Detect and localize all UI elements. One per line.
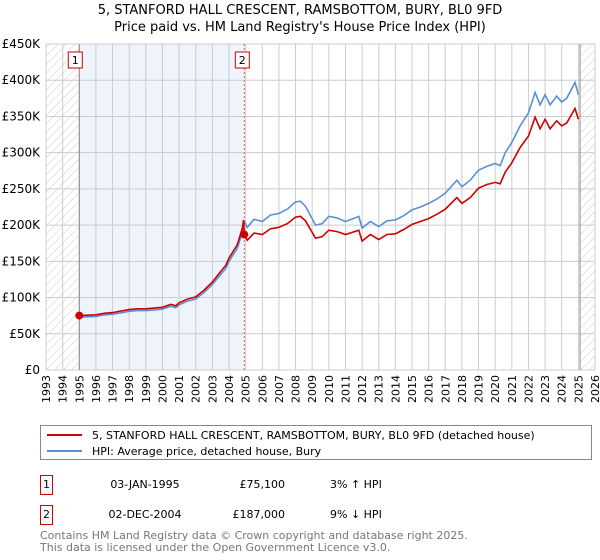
x-tick-label: 2004 bbox=[223, 375, 236, 403]
ownership-shaded-region bbox=[79, 44, 245, 370]
x-tick-label: 2023 bbox=[539, 375, 552, 403]
legend-item-property: 5, STANFORD HALL CRESCENT, RAMSBOTTOM, B… bbox=[47, 427, 535, 443]
x-tick-label: 2015 bbox=[406, 375, 419, 403]
legend-swatch-blue bbox=[47, 450, 82, 452]
x-tick-label: 1993 bbox=[40, 375, 53, 403]
x-tick-label: 1998 bbox=[123, 375, 136, 403]
y-tick-label: £0 bbox=[25, 363, 40, 377]
hpi-line bbox=[79, 80, 580, 318]
x-tick-label: 2012 bbox=[356, 375, 369, 403]
footer-licence: This data is licensed under the Open Gov… bbox=[40, 541, 391, 554]
x-tick-label: 2007 bbox=[273, 375, 286, 403]
x-tick-label: 1995 bbox=[73, 375, 86, 403]
sale-2-marker bbox=[240, 230, 249, 239]
x-tick-label: 1994 bbox=[57, 375, 70, 403]
x-tick-label: 2008 bbox=[290, 375, 303, 403]
x-tick-label: 2009 bbox=[306, 375, 319, 403]
x-tick-label: 2019 bbox=[473, 375, 486, 403]
y-tick-label: £100K bbox=[2, 291, 42, 305]
x-tick-label: 2010 bbox=[323, 375, 336, 403]
x-tick-label: 2026 bbox=[589, 375, 600, 403]
x-tick-label: 2006 bbox=[256, 375, 269, 403]
sale-hpi-diff: 9% ↓ HPI bbox=[330, 508, 382, 521]
footer: Contains HM Land Registry data © Crown c… bbox=[40, 530, 468, 554]
x-tick-label: 2000 bbox=[157, 375, 170, 403]
property-price-line bbox=[79, 106, 580, 317]
sale-2-label-box bbox=[234, 51, 250, 69]
sale-1-label: 1 bbox=[72, 54, 79, 67]
y-tick-label: £450K bbox=[2, 37, 42, 51]
x-tick-label: 2022 bbox=[523, 375, 536, 403]
y-tick-label: £300K bbox=[2, 146, 42, 160]
x-tick-label: 2013 bbox=[373, 375, 386, 403]
legend-label: 5, STANFORD HALL CRESCENT, RAMSBOTTOM, B… bbox=[92, 428, 535, 442]
x-tick-label: 1999 bbox=[140, 375, 153, 403]
sale-number-badge: 2 bbox=[40, 505, 53, 525]
sale-number-badge: 1 bbox=[40, 475, 53, 495]
legend: 5, STANFORD HALL CRESCENT, RAMSBOTTOM, B… bbox=[40, 425, 592, 460]
x-tick-label: 2020 bbox=[489, 375, 502, 403]
sale-price: £75,100 bbox=[239, 478, 286, 491]
x-tick-label: 2011 bbox=[340, 375, 353, 403]
sale-1-label-box bbox=[67, 51, 83, 69]
sale-2-label: 2 bbox=[239, 54, 246, 67]
sale-row-2: 2 02-DEC-2004 £187,000 9% ↓ HPI bbox=[40, 505, 460, 525]
plot-border bbox=[45, 43, 596, 371]
y-tick-label: £250K bbox=[2, 182, 42, 196]
legend-item-hpi: HPI: Average price, detached house, Bury bbox=[47, 443, 321, 459]
x-tick-label: 2003 bbox=[206, 375, 219, 403]
sale-date: 03-JAN-1995 bbox=[110, 478, 180, 491]
chart-subtitle: Price paid vs. HM Land Registry's House … bbox=[114, 20, 486, 35]
sale-hpi-diff: 3% ↑ HPI bbox=[330, 478, 382, 491]
x-tick-label: 2017 bbox=[439, 375, 452, 403]
plot-svg: 1993 1994 1995 1996 1997 1998 1999 2000 2001 2002… bbox=[2, 37, 600, 403]
sale-price: £187,000 bbox=[232, 508, 286, 521]
chart-title: 5, STANFORD HALL CRESCENT, RAMSBOTTOM, B… bbox=[97, 3, 503, 18]
footer-copyright: Contains HM Land Registry data © Crown c… bbox=[40, 529, 468, 542]
y-tick-label: £200K bbox=[2, 218, 42, 232]
y-tick-label: £50K bbox=[9, 327, 41, 341]
x-tick-label: 2002 bbox=[190, 375, 203, 403]
x-tick-label: 2016 bbox=[423, 375, 436, 403]
y-tick-label: £150K bbox=[2, 254, 42, 268]
x-tick-label: 2018 bbox=[456, 375, 469, 403]
y-tick-label: £400K bbox=[2, 73, 42, 87]
legend-label: HPI: Average price, detached house, Bury bbox=[92, 444, 322, 458]
y-tick-label: £350K bbox=[2, 109, 42, 123]
x-tick-label: 2021 bbox=[506, 375, 519, 403]
sale-row-1: 1 03-JAN-1995 £75,100 3% ↑ HPI bbox=[40, 475, 460, 495]
x-tick-label: 1996 bbox=[90, 375, 103, 403]
x-tick-label: 2024 bbox=[556, 375, 569, 403]
x-tick-label: 2014 bbox=[389, 375, 402, 403]
x-tick-label: 2005 bbox=[240, 375, 253, 403]
x-tick-label: 1997 bbox=[107, 375, 120, 403]
hatched-region bbox=[580, 44, 595, 370]
legend-swatch-red bbox=[47, 434, 82, 436]
sale-1-marker bbox=[75, 311, 84, 320]
x-tick-label: 2025 bbox=[572, 375, 585, 403]
sale-date: 02-DEC-2004 bbox=[108, 508, 182, 521]
x-tick-label: 2001 bbox=[173, 375, 186, 403]
